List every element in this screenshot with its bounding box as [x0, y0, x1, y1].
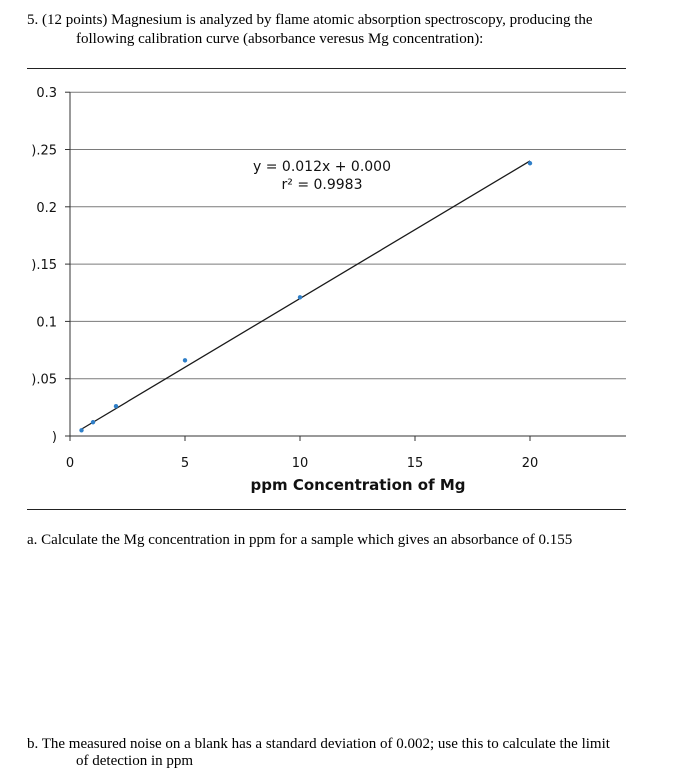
question-header-line1: 5. (12 points) Magnesium is analyzed by … — [27, 12, 593, 28]
x-tick-labels: 0 5 10 15 20 — [66, 456, 538, 471]
x-tick-label: 20 — [522, 456, 539, 471]
trendline — [81, 160, 531, 430]
part-b-question-line2: of detection in ppm — [76, 753, 194, 769]
data-point — [297, 295, 303, 300]
x-tick-label: 0 — [66, 456, 74, 471]
part-b-question-line1: b. The measured noise on a blank has a s… — [27, 736, 610, 752]
y-tick-labels: ) ).05 0.1 ).15 0.2 ).25 0.3 — [31, 86, 57, 445]
part-a-question: a. Calculate the Mg concentration in ppm… — [27, 532, 573, 548]
x-tick-label: 15 — [407, 456, 424, 471]
trendline-group — [81, 160, 531, 430]
x-axis-label: ppm Concentration of Mg — [251, 476, 466, 494]
chart-bottom-divider — [27, 509, 626, 510]
y-tick-label: 0.2 — [36, 201, 57, 216]
y-tick-label: ).15 — [31, 258, 57, 273]
data-point — [182, 358, 188, 363]
trendline-r-squared: r² = 0.9983 — [282, 177, 363, 193]
y-tick-label: ) — [52, 430, 57, 445]
y-tick-label: 0.1 — [36, 315, 57, 330]
data-points — [79, 161, 533, 433]
x-tick-label: 10 — [292, 456, 309, 471]
data-point — [527, 161, 533, 166]
chart-top-divider — [27, 68, 626, 69]
y-tick-label: 0.3 — [36, 86, 57, 101]
calibration-chart: ) ).05 0.1 ).15 0.2 ).25 0.3 0 5 10 15 20 y = 0.01… — [31, 86, 626, 494]
grid-lines — [70, 91, 626, 437]
data-point — [90, 420, 96, 425]
axes — [65, 91, 531, 441]
y-tick-label: ).05 — [31, 373, 57, 388]
y-tick-label: ).25 — [31, 144, 57, 159]
question-header-line2: following calibration curve (absorbance … — [76, 31, 484, 47]
data-point — [79, 428, 84, 433]
data-point — [113, 404, 119, 409]
x-tick-label: 5 — [181, 456, 189, 471]
trendline-equation: y = 0.012x + 0.000 — [253, 159, 391, 175]
